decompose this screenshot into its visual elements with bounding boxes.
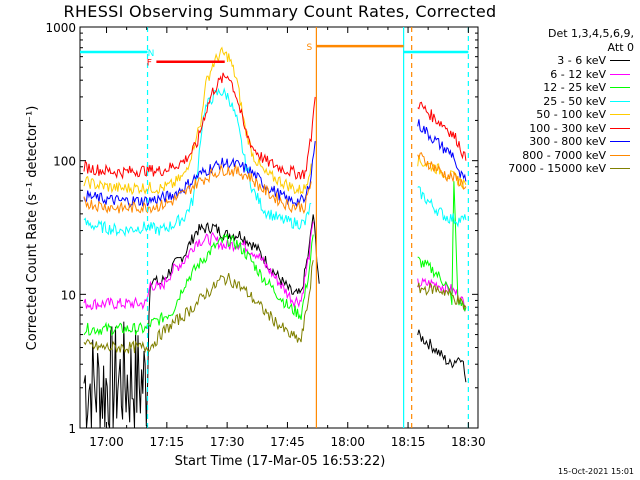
- legend-header-line2: Att 0: [607, 40, 634, 54]
- axis-ticks: 17:00 17:15 17:30 17:45 18:00 18:15 18:30 1 10 10…: [45, 21, 485, 449]
- series-line-2-part-0: [83, 233, 314, 337]
- state-markers: FN S: [80, 27, 469, 428]
- generation-timestamp: 15-Oct-2021 15:01: [558, 467, 634, 476]
- legend-entry-swatch: [610, 154, 630, 156]
- legend-entry-swatch: [610, 114, 630, 115]
- legend-entry-label: 12 - 25 keV: [543, 81, 606, 94]
- series-line-5-part-1: [417, 101, 467, 161]
- chart-title: RHESSI Observing Summary Count Rates, Co…: [63, 2, 497, 21]
- x-tick-label-6: 18:30: [451, 435, 486, 449]
- legend-entry: 7000 - 15000 keV: [484, 162, 634, 176]
- plot-frame: [79, 26, 479, 429]
- axes-frame: [79, 26, 479, 429]
- x-tick-label-5: 18:15: [391, 435, 426, 449]
- series-line-3-part-1: [417, 186, 467, 228]
- y-tick-label-3: 1000: [45, 21, 76, 35]
- legend-entry-swatch: [610, 60, 630, 61]
- marker-label-2: S: [307, 43, 313, 53]
- legend-entry: 800 - 7000 keV: [484, 149, 634, 163]
- legend-entry-label: 7000 - 15000 keV: [508, 162, 606, 175]
- series-line-6-part-1: [417, 119, 467, 182]
- x-tick-label-3: 17:45: [270, 435, 305, 449]
- marker-label-1: N: [148, 49, 155, 59]
- legend-entry: 3 - 6 keV: [484, 54, 634, 68]
- y-tick-label-2: 100: [53, 155, 76, 169]
- series-line-7-part-1: [417, 152, 467, 190]
- x-tick-label-0: 17:00: [89, 435, 124, 449]
- legend-entry-swatch: [610, 87, 630, 88]
- legend-entries: 3 - 6 keV 6 - 12 keV 12 - 25 keV 25 - 50 ke…: [484, 54, 634, 176]
- series-line-4-part-0: [83, 46, 312, 196]
- series-line-0-part-1: [417, 329, 467, 383]
- x-tick-label-4: 18:00: [330, 435, 365, 449]
- legend-entry: 25 - 50 keV: [484, 95, 634, 109]
- legend-entry-label: 100 - 300 keV: [529, 121, 606, 135]
- series-line-0-part-0: [83, 214, 320, 429]
- series-line-7-part-0: [83, 163, 312, 215]
- y-tick-label-0: 1: [68, 422, 76, 436]
- x-tick-label-2: 17:30: [210, 435, 245, 449]
- legend-entry-label: 800 - 7000 keV: [522, 148, 606, 162]
- x-axis-label: Start Time (17-Mar-05 16:53:22): [174, 454, 386, 469]
- legend-entry-label: 3 - 6 keV: [557, 54, 606, 67]
- legend-entry: 12 - 25 keV: [484, 81, 634, 95]
- series-line-6-part-0: [83, 141, 316, 209]
- x-tick-label-1: 17:15: [150, 435, 185, 449]
- legend-entry-swatch: [610, 168, 630, 169]
- legend-entry-swatch: [610, 127, 630, 129]
- legend-entry: 6 - 12 keV: [484, 68, 634, 82]
- legend-entry-label: 50 - 100 keV: [536, 108, 606, 121]
- series-line-8-part-0: [83, 260, 314, 354]
- y-axis-label: Corrected Count Rate (s⁻¹ detector⁻¹): [25, 105, 40, 351]
- legend: Det 1,3,4,5,6,9, Att 0 3 - 6 keV 6 - 12 k…: [484, 27, 634, 176]
- legend-entry-swatch: [610, 73, 630, 75]
- legend-entry-swatch: [610, 100, 630, 102]
- series-line-3-part-0: [83, 87, 312, 238]
- legend-entry-swatch: [610, 141, 630, 142]
- legend-entry-label: 25 - 50 keV: [543, 94, 606, 108]
- marker-label-0: F: [147, 59, 152, 69]
- legend-entry-label: 6 - 12 keV: [550, 67, 606, 81]
- legend-entry: 50 - 100 keV: [484, 108, 634, 122]
- legend-entry-label: 300 - 800 keV: [529, 135, 606, 148]
- series-line-5-part-0: [83, 72, 316, 180]
- series-line-1-part-0: [83, 221, 314, 311]
- legend-header-line1: Det 1,3,4,5,6,9,: [547, 27, 634, 40]
- legend-entry: 300 - 800 keV: [484, 135, 634, 149]
- legend-entry: 100 - 300 keV: [484, 122, 634, 136]
- y-tick-label-1: 10: [61, 288, 76, 302]
- series-lines: [83, 46, 467, 429]
- series-line-8-part-1: [417, 282, 467, 311]
